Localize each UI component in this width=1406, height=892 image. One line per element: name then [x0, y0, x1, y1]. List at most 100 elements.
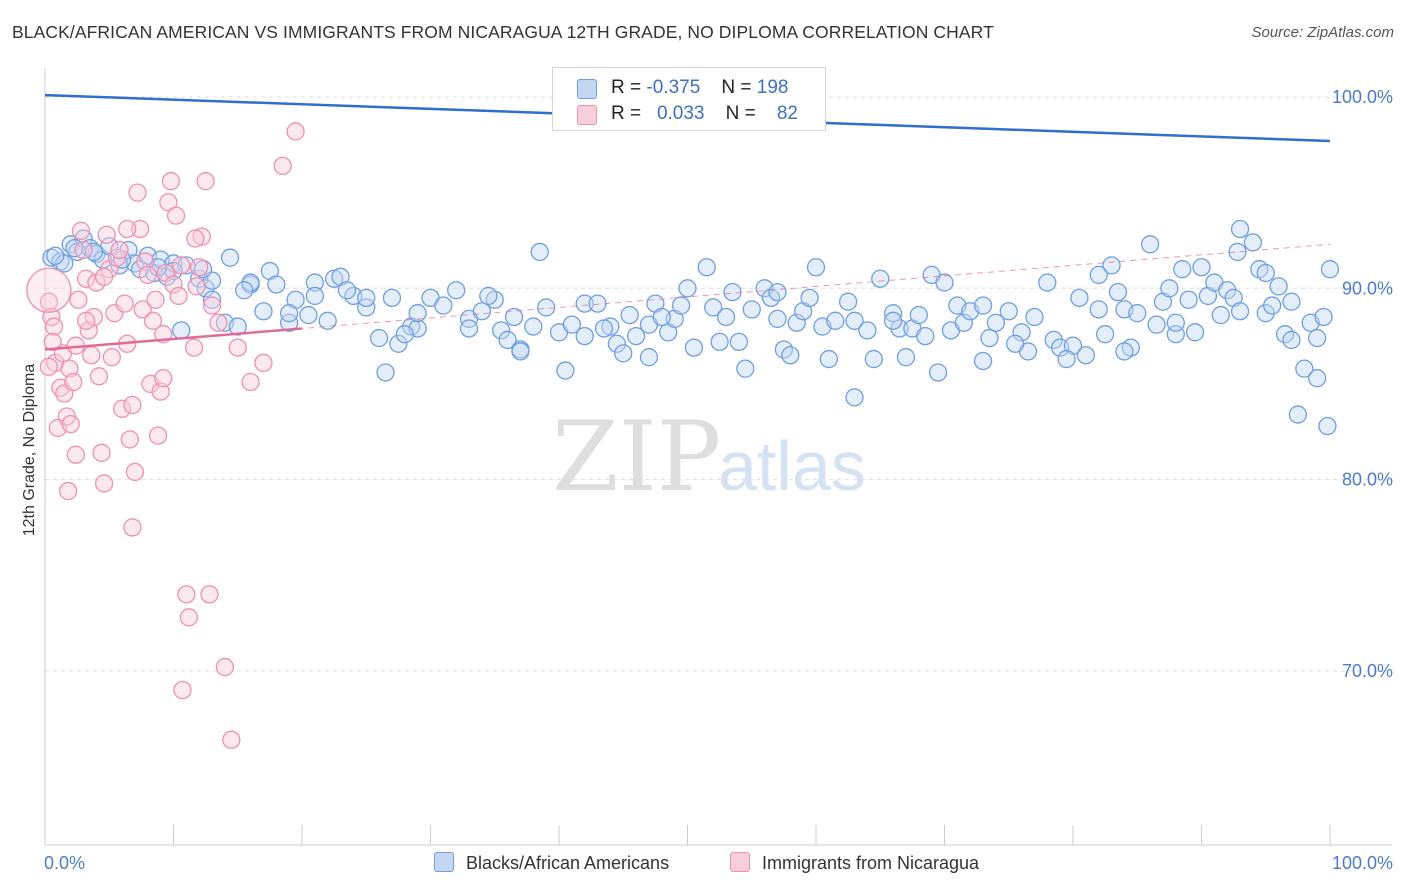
bottom-legend-label-blacks: Blacks/African Americans [466, 853, 670, 873]
legend-n-label: N = [725, 103, 756, 124]
point-blacks [369, 328, 389, 348]
point-blacks [46, 246, 65, 265]
point-nicaragua [64, 372, 83, 392]
point-blacks [928, 363, 948, 382]
legend-n-label: N = [721, 77, 752, 98]
point-blacks [1295, 359, 1314, 378]
point-blacks [337, 281, 357, 300]
y-tick-label: 70.0% [1342, 661, 1393, 681]
point-blacks [382, 288, 402, 308]
point-blacks [800, 288, 819, 308]
point-nicaragua [110, 240, 129, 260]
point-blacks [1228, 242, 1247, 262]
point-blacks [704, 298, 723, 317]
point-blacks [1140, 235, 1160, 254]
source-label: Source: ZipAtlas.com [1251, 24, 1394, 41]
watermark-atlas: atlas [718, 427, 866, 505]
point-blacks [1282, 292, 1301, 311]
point-blacks [601, 317, 620, 336]
point-blacks [871, 269, 890, 288]
point-nicaragua [202, 296, 222, 315]
point-blacks [1108, 282, 1128, 302]
point-nicaragua [169, 286, 188, 306]
point-nicaragua [151, 382, 170, 401]
point-nicaragua [76, 311, 96, 330]
point-blacks [1269, 277, 1288, 296]
point-blacks [434, 296, 453, 315]
y-tick-label: 80.0% [1342, 470, 1393, 490]
point-blacks [716, 307, 736, 327]
point-nicaragua [164, 275, 183, 294]
chart-title: BLACK/AFRICAN AMERICAN VS IMMIGRANTS FRO… [12, 22, 994, 42]
point-nicaragua [273, 156, 292, 176]
point-nicaragua [200, 585, 219, 604]
point-nicaragua [161, 172, 181, 191]
point-blacks [511, 342, 530, 361]
point-blacks [838, 292, 858, 311]
point-nicaragua [76, 269, 96, 288]
bottom-legend-swatch-blue [434, 852, 454, 872]
point-nicaragua [196, 172, 215, 191]
point-blacks [305, 273, 325, 292]
legend-n-value: 82 [776, 103, 798, 124]
point-blacks [826, 311, 845, 330]
point-blacks [1185, 323, 1205, 342]
point-nicaragua [254, 353, 273, 373]
point-blacks [324, 269, 344, 288]
bottom-legend-nicaragua: Immigrants from Nicaragua [730, 852, 979, 874]
legend-swatch-pink [577, 105, 597, 125]
point-blacks [1282, 330, 1301, 350]
point-nicaragua [74, 240, 93, 260]
point-nicaragua [39, 292, 59, 311]
point-blacks [1308, 328, 1327, 348]
point-nicaragua [130, 219, 150, 239]
legend-swatch-blue [577, 79, 597, 99]
point-blacks [1006, 334, 1025, 353]
point-blacks [376, 363, 395, 382]
legend-row-nicaragua: R = 0.033 N = 82 [553, 101, 825, 127]
point-blacks [389, 334, 408, 353]
point-blacks [1089, 265, 1108, 285]
legend-row-blacks: R = -0.375 N = 198 [553, 75, 825, 101]
point-blacks [235, 281, 254, 300]
point-nicaragua [148, 426, 168, 445]
point-blacks [1012, 323, 1031, 342]
point-blacks [973, 296, 993, 315]
point-nicaragua [82, 346, 101, 365]
y-tick-label: 90.0% [1342, 278, 1393, 298]
point-nicaragua [89, 367, 109, 386]
point-blacks [1230, 219, 1250, 239]
point-blacks [447, 281, 466, 300]
point-blacks [492, 321, 511, 340]
point-blacks [1160, 279, 1179, 298]
trend-nicaragua [44, 327, 303, 351]
point-blacks [459, 319, 479, 338]
point-blacks [787, 313, 806, 332]
point-blacks [736, 359, 755, 378]
bottom-legend-label-nicaragua: Immigrants from Nicaragua [762, 853, 980, 873]
point-blacks [1095, 325, 1115, 344]
point-nicaragua [173, 680, 192, 700]
y-tick-label: 100.0% [1332, 87, 1393, 107]
legend-r-label: R = [611, 77, 642, 98]
point-nicaragua [120, 430, 139, 449]
point-nicaragua [58, 481, 78, 501]
point-blacks [530, 242, 549, 262]
point-blacks [1147, 315, 1166, 334]
point-blacks [768, 282, 787, 302]
point-blacks [1173, 260, 1192, 279]
point-blacks [395, 325, 414, 344]
legend-n-value: 198 [756, 77, 789, 98]
legend-r-value: 0.033 [656, 103, 705, 124]
point-blacks [671, 296, 691, 315]
point-blacks [408, 304, 427, 323]
point-blacks [742, 300, 761, 319]
point-blacks [1166, 313, 1185, 332]
point-blacks [1256, 263, 1275, 283]
point-blacks [357, 298, 376, 317]
legend-text-blacks: R = -0.375 N = 198 [611, 77, 788, 99]
point-blacks [883, 311, 903, 330]
point-nicaragua [44, 317, 64, 336]
point-nicaragua [228, 338, 247, 357]
point-nicaragua [123, 518, 142, 537]
